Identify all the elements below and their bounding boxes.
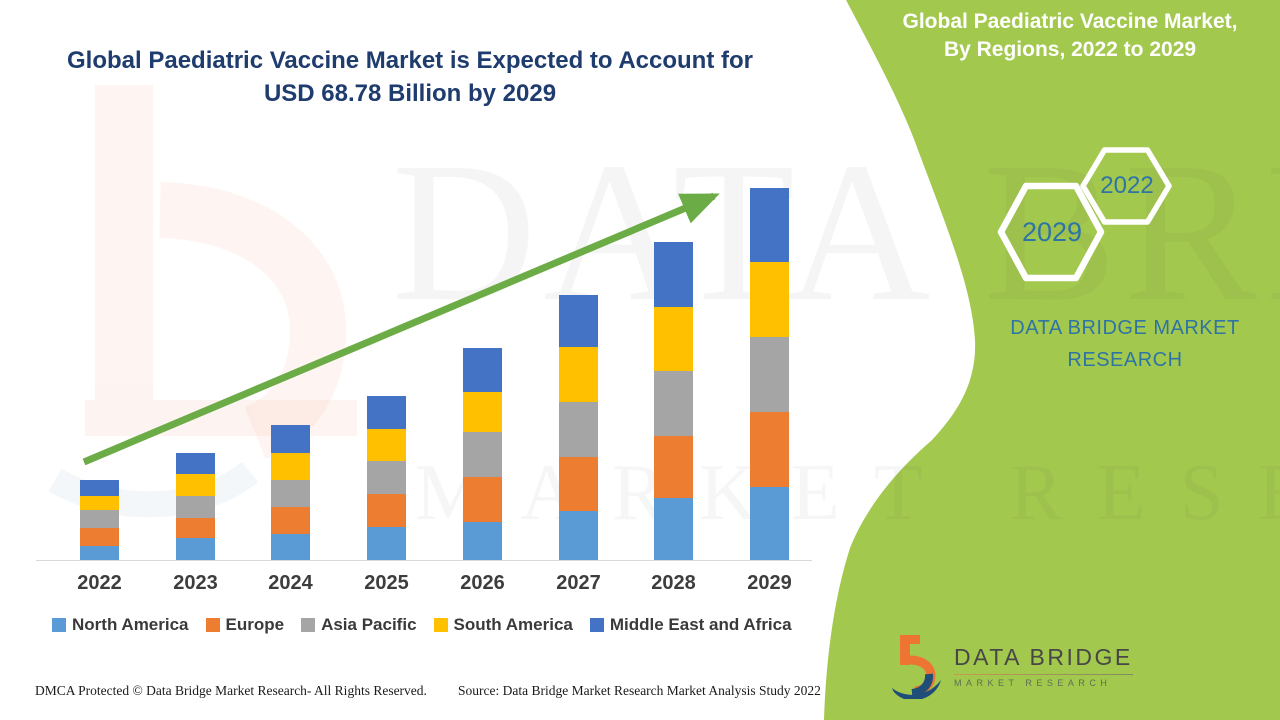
hexagon-badges xyxy=(997,147,1172,282)
x-tick-2023: 2023 xyxy=(173,572,218,594)
legend-item-europe: Europe xyxy=(205,615,285,635)
bar-segment-2025-south-america xyxy=(367,429,406,461)
logo-b-watermark xyxy=(48,85,357,518)
logo-name: DATA BRIDGE xyxy=(954,644,1133,670)
x-tick-2027: 2027 xyxy=(556,572,601,594)
bar-segment-2029-south-america xyxy=(750,262,789,337)
bar-segment-2027-north-america xyxy=(559,511,598,560)
bar-segment-2029-middle-east-and-africa xyxy=(750,188,789,262)
hexagon-2022 xyxy=(1080,147,1172,225)
legend-label: Middle East and Africa xyxy=(609,615,792,634)
bar-segment-2024-south-america xyxy=(271,453,310,480)
bar-segment-2027-europe xyxy=(559,457,598,511)
hexagon-2029 xyxy=(997,182,1105,282)
dmca-notice: DMCA Protected © Data Bridge Market Rese… xyxy=(35,683,427,698)
bar-segment-2026-asia-pacific xyxy=(463,432,502,477)
legend-swatch-icon xyxy=(52,618,66,632)
x-tick-2025: 2025 xyxy=(364,572,409,594)
bar-segment-2022-middle-east-and-africa xyxy=(80,480,119,496)
bar-segment-2023-middle-east-and-africa xyxy=(176,453,215,474)
bar-segment-2029-europe xyxy=(750,412,789,487)
x-tick-2024: 2024 xyxy=(268,572,313,594)
bar-segment-2024-middle-east-and-africa xyxy=(271,425,310,453)
legend-label: North America xyxy=(72,615,189,634)
hexagon-2029-label: 2029 xyxy=(1021,217,1083,247)
bar-segment-2022-south-america xyxy=(80,496,119,510)
logo-divider xyxy=(954,674,1133,675)
bar-segment-2028-europe xyxy=(654,436,693,498)
hexagon-2022-label: 2022 xyxy=(1100,172,1154,199)
legend-item-middle-east-and-africa: Middle East and Africa xyxy=(589,615,792,635)
legend-item-asia-pacific: Asia Pacific xyxy=(301,615,417,635)
bar-segment-2026-south-america xyxy=(463,392,502,432)
legend-swatch-icon xyxy=(589,618,604,632)
company-logo: DATA BRIDGE MARKET RESEARCH xyxy=(890,633,1133,699)
panel-title-line2: By Regions, 2022 to 2029 xyxy=(943,38,1197,61)
logo-subtitle: MARKET RESEARCH xyxy=(954,678,1112,688)
bar-segment-2023-south-america xyxy=(176,474,215,496)
brand-text-line1: DATA BRIDGE MARKET xyxy=(1010,317,1240,339)
bar-segment-2022-north-america xyxy=(80,546,119,560)
bar-segment-2023-asia-pacific xyxy=(176,496,215,518)
bar-segment-2025-europe xyxy=(367,494,406,527)
bar-segment-2027-asia-pacific xyxy=(559,402,598,457)
x-tick-2029: 2029 xyxy=(747,572,792,594)
bar-segment-2028-north-america xyxy=(654,498,693,560)
bar-segment-2025-asia-pacific xyxy=(367,461,406,494)
bar-segment-2024-asia-pacific xyxy=(271,480,310,507)
bar-segment-2029-asia-pacific xyxy=(750,337,789,412)
bar-segment-2024-north-america xyxy=(271,534,310,560)
panel-title: Global Paediatric Vaccine Market, By Reg… xyxy=(872,8,1268,64)
bar-segment-2023-europe xyxy=(176,518,215,538)
legend-item-south-america: South America xyxy=(433,615,573,635)
bar-segment-2024-europe xyxy=(271,507,310,534)
x-tick-2026: 2026 xyxy=(460,572,505,594)
legend-swatch-icon xyxy=(433,618,448,632)
legend-swatch-icon xyxy=(301,618,316,632)
source-note: Source: Data Bridge Market Research Mark… xyxy=(458,683,821,698)
legend-label: South America xyxy=(453,615,573,634)
bar-segment-2022-europe xyxy=(80,528,119,546)
legend-item-north-america: North America xyxy=(52,615,189,635)
bar-segment-2027-south-america xyxy=(559,347,598,402)
bar-segment-2023-north-america xyxy=(176,538,215,560)
bar-segment-2022-asia-pacific xyxy=(80,510,119,528)
legend-label: Asia Pacific xyxy=(321,615,417,634)
panel-title-line1: Global Paediatric Vaccine Market, xyxy=(902,10,1238,33)
bar-segment-2026-middle-east-and-africa xyxy=(463,348,502,392)
bar-segment-2028-middle-east-and-africa xyxy=(654,242,693,307)
trend-arrow xyxy=(82,192,720,466)
bar-segment-2025-middle-east-and-africa xyxy=(367,396,406,429)
x-tick-2022: 2022 xyxy=(77,572,122,594)
page-title-line1: Global Paediatric Vaccine Market is Expe… xyxy=(67,47,753,74)
bar-segment-2029-north-america xyxy=(750,487,789,560)
legend-label: Europe xyxy=(225,615,285,634)
brand-text-line2: RESEARCH xyxy=(1067,349,1183,371)
x-tick-2028: 2028 xyxy=(651,572,696,594)
bar-segment-2026-north-america xyxy=(463,522,502,560)
page-title-line2: USD 68.78 Billion by 2029 xyxy=(263,80,557,107)
bar-segment-2026-europe xyxy=(463,477,502,522)
x-axis-line xyxy=(36,560,812,561)
bar-segment-2027-middle-east-and-africa xyxy=(559,295,598,347)
page-title: Global Paediatric Vaccine Market is Expe… xyxy=(40,44,780,110)
bar-segment-2025-north-america xyxy=(367,527,406,560)
legend-swatch-icon xyxy=(205,618,220,632)
logo-b-icon xyxy=(892,635,941,699)
bar-segment-2028-asia-pacific xyxy=(654,371,693,436)
bar-segment-2028-south-america xyxy=(654,307,693,371)
chart-legend: North America Europe Asia Pacific South Ame… xyxy=(52,615,792,635)
brand-text: DATA BRIDGE MARKET RESEARCH xyxy=(955,312,1280,376)
